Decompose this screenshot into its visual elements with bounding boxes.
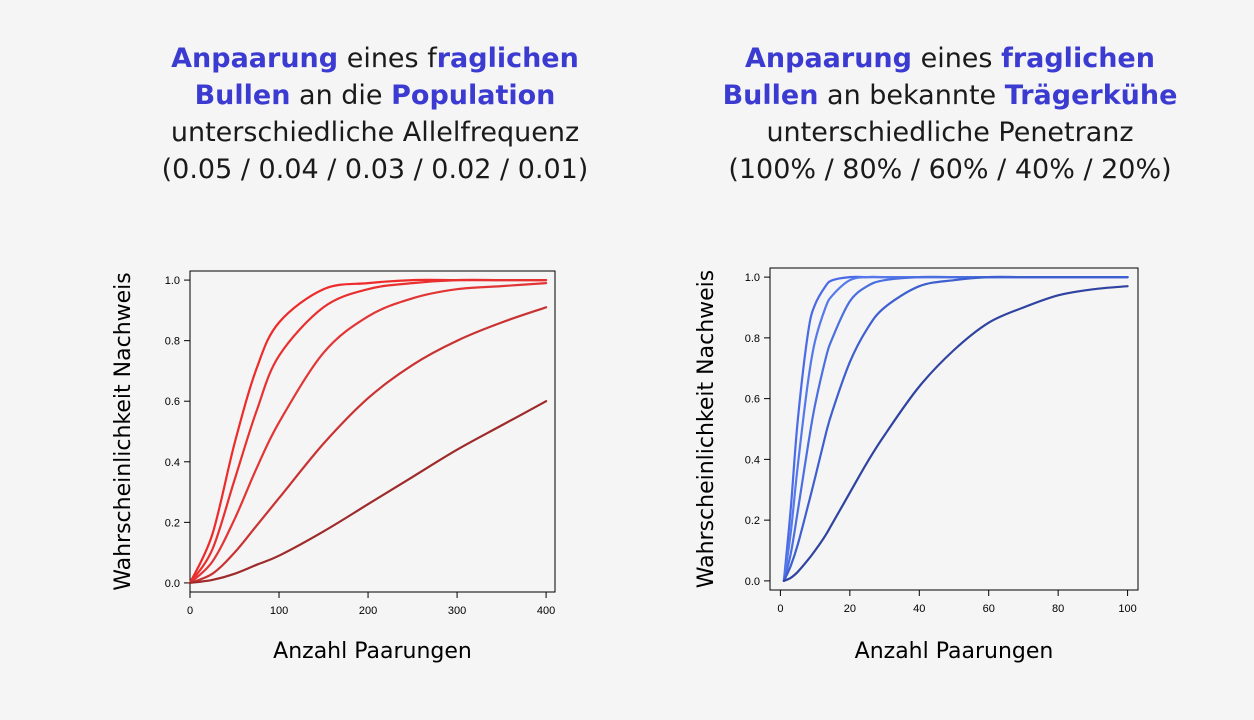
right-y-tick-label: 0.4	[745, 454, 760, 466]
left-series-line-5	[188, 400, 548, 584]
right-plot-frame	[769, 267, 1139, 591]
left-x-tick-label: 200	[359, 605, 377, 617]
right-title-line-4: (100% / 80% / 60% / 40% / 20%)	[728, 154, 1172, 185]
left-y-tick-label: 1.0	[165, 275, 180, 287]
left-y-tick-label: 0.8	[165, 336, 180, 348]
right-y-tick-label: 0.8	[745, 333, 760, 345]
right-x-axis-label: Anzahl Paarungen	[855, 639, 1054, 664]
left-x-axis-label: Anzahl Paarungen	[273, 639, 472, 664]
left-y-tick-label: 0.2	[165, 517, 180, 529]
right-y-tick-label: 0.2	[745, 515, 760, 527]
right-title-line-1: Anpaarung eines fraglichen	[715, 40, 1185, 77]
left-y-tick-label: 0.6	[165, 396, 180, 408]
right-series-line-3	[782, 275, 1129, 582]
left-series-line-4	[188, 306, 548, 584]
right-y-tick-label: 0.0	[745, 576, 760, 588]
left-title-line-4: (0.05 / 0.04 / 0.03 / 0.02 / 0.01)	[161, 154, 589, 185]
left-plot-frame	[189, 270, 556, 593]
right-y-tick-label: 1.0	[745, 272, 760, 284]
left-title-highlight-fraglichen: raglichen	[436, 43, 579, 74]
right-title-highlight-traegerkuehe: Trägerkühe	[1004, 80, 1178, 111]
right-series-line-1	[782, 275, 1129, 582]
right-x-tick-label: 20	[844, 603, 856, 615]
left-x-tick-label: 400	[537, 605, 555, 617]
left-y-tick-label: 0.0	[165, 578, 180, 590]
right-x-tick-label: 0	[777, 603, 783, 615]
right-x-tick-label: 40	[913, 603, 925, 615]
right-title-text-eines: eines	[912, 43, 1002, 74]
right-x-tick-label: 60	[983, 603, 995, 615]
left-title-line-2: Bullen an die Population	[140, 77, 610, 114]
right-title-text-an-bekannte: an bekannte	[818, 80, 1005, 111]
left-x-tick-label: 300	[448, 605, 466, 617]
right-line-chart: 0.0 0.2 0.4 0.6 0.8 1.0 0 20 40 60 80 100 Wahrschein…	[694, 267, 1139, 664]
left-x-tick-label: 0	[187, 605, 193, 617]
right-title-highlight-fraglichen: fraglichen	[1001, 43, 1155, 74]
left-title-text-eines: eines f	[338, 43, 437, 74]
left-series-line-3	[188, 282, 548, 584]
right-y-tick-label: 0.6	[745, 394, 760, 406]
left-series-line-2	[188, 278, 548, 584]
right-x-tick-label: 80	[1052, 603, 1064, 615]
left-title-highlight-anpaarung: Anpaarung	[171, 43, 339, 74]
right-series-line-5	[782, 285, 1129, 582]
left-x-tick-label: 100	[270, 605, 288, 617]
left-title-text-an-die: an die	[290, 80, 392, 111]
left-title-line-1: Anpaarung eines fraglichen	[140, 40, 610, 77]
right-title-highlight-anpaarung: Anpaarung	[745, 43, 912, 74]
right-y-axis-label: Wahrscheinlichkeit Nachweis	[694, 270, 719, 588]
left-y-axis-label: Wahrscheinlichkeit Nachweis	[111, 272, 136, 590]
left-y-tick-label: 0.4	[165, 457, 180, 469]
left-title-highlight-bullen: Bullen	[194, 80, 291, 111]
left-chart-title: Anpaarung eines fraglichen Bullen an die…	[140, 40, 610, 188]
left-title-line-3: unterschiedliche Allelfrequenz	[170, 117, 580, 148]
right-title-line-3: unterschiedliche Penetranz	[766, 117, 1134, 148]
left-line-chart: 0.0 0.2 0.4 0.6 0.8 1.0 0 100 200 300 400 Wahrschei…	[111, 270, 556, 664]
right-chart-title: Anpaarung eines fraglichen Bullen an bek…	[715, 40, 1185, 188]
left-title-highlight-population: Population	[391, 80, 556, 111]
right-title-line-2: Bullen an bekannte Trägerkühe	[715, 77, 1185, 114]
right-x-tick-label: 100	[1118, 603, 1136, 615]
right-title-highlight-bullen: Bullen	[722, 80, 819, 111]
right-series-line-2	[782, 275, 1129, 582]
right-series-line-4	[782, 275, 1129, 582]
